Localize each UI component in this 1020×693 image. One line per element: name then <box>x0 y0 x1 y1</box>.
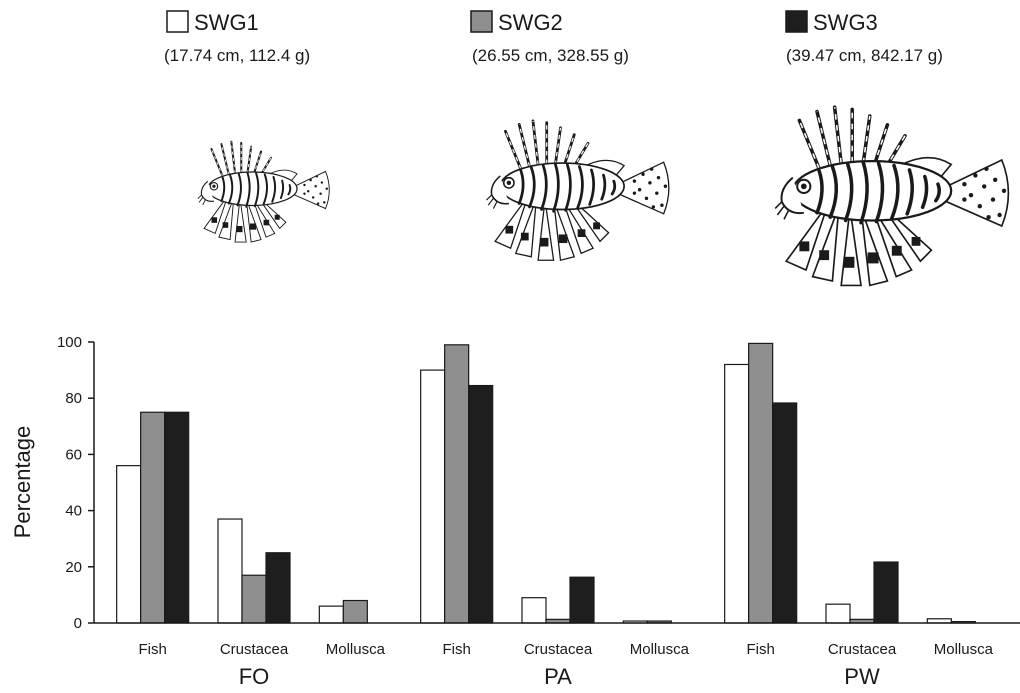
bar-pw-fish-swg1 <box>724 363 750 624</box>
x-category-label: Mollusca <box>934 641 994 658</box>
y-tick-label: 0 <box>74 615 82 632</box>
y-tick-label: 60 <box>65 446 82 463</box>
legend-item-swg3: SWG3 (39.47 cm, 842.17 g) <box>785 10 943 65</box>
bar-pw-crustacea-swg1 <box>825 603 851 624</box>
y-tick-label: 100 <box>57 334 82 351</box>
bar-pw-fish-swg3 <box>772 402 798 624</box>
x-group-label: PA <box>544 664 572 689</box>
y-axis: 0 20 40 60 80 100 <box>57 334 94 632</box>
lionfish-medium-illustration <box>485 119 671 262</box>
y-axis-title: Percentage <box>10 426 35 539</box>
bar-pw-fish-swg2 <box>748 342 774 624</box>
y-tick-label: 80 <box>65 390 82 407</box>
x-category-label: Fish <box>746 641 774 658</box>
bar-pw-crustacea-swg3 <box>873 561 899 624</box>
bar-fo-crustacea-swg2 <box>241 574 267 624</box>
bar-fo-mollusca-swg2 <box>342 599 368 624</box>
y-tick-label: 20 <box>65 559 82 576</box>
bar-pa-fish-swg3 <box>468 384 494 624</box>
x-category-label: Fish <box>442 641 470 658</box>
legend-label-swg1: SWG1 <box>194 10 259 35</box>
legend-swatch-swg2 <box>470 10 493 33</box>
bar-pa-crustacea-swg1 <box>521 597 547 624</box>
legend: SWG1 (17.74 cm, 112.4 g) SWG2 (26.55 cm,… <box>164 10 943 65</box>
chart: Percentage 0 20 40 60 80 100 Fish Crustacea FO M… <box>10 334 1020 689</box>
legend-item-swg2: SWG2 (26.55 cm, 328.55 g) <box>470 10 629 65</box>
legend-label-swg2: SWG2 <box>498 10 563 35</box>
bar-pa-fish-swg2 <box>444 344 470 624</box>
y-tick-label: 40 <box>65 503 82 520</box>
x-axis-labels: Fish Crustacea FO Mollusca Fish Crustacea PA Mo… <box>138 641 993 689</box>
lionfish-large-illustration <box>773 105 1011 288</box>
bar-fo-crustacea-swg1 <box>217 518 243 624</box>
x-group-label: PW <box>844 664 880 689</box>
bar-fo-mollusca-swg1 <box>318 605 344 624</box>
bar-fo-fish-swg3 <box>164 411 190 624</box>
bars <box>116 342 976 624</box>
legend-sub-swg1: (17.74 cm, 112.4 g) <box>164 46 310 65</box>
x-category-label: Mollusca <box>630 641 690 658</box>
x-category-label: Crustacea <box>220 641 289 658</box>
bar-fo-fish-swg2 <box>140 411 166 624</box>
x-category-label: Crustacea <box>828 641 897 658</box>
legend-sub-swg3: (39.47 cm, 842.17 g) <box>786 46 943 65</box>
lionfish-small-illustration <box>196 140 331 244</box>
bar-fo-crustacea-swg3 <box>265 552 291 624</box>
legend-sub-swg2: (26.55 cm, 328.55 g) <box>472 46 629 65</box>
legend-swatch-swg3 <box>785 10 808 33</box>
x-category-label: Crustacea <box>524 641 593 658</box>
bar-pa-fish-swg1 <box>420 369 446 624</box>
bar-pa-crustacea-swg3 <box>569 576 595 624</box>
x-category-label: Mollusca <box>326 641 386 658</box>
legend-label-swg3: SWG3 <box>813 10 878 35</box>
x-group-label: FO <box>239 664 270 689</box>
x-category-label: Fish <box>138 641 166 658</box>
bar-fo-fish-swg1 <box>116 465 142 624</box>
legend-swatch-swg1 <box>166 10 189 33</box>
legend-item-swg1: SWG1 (17.74 cm, 112.4 g) <box>164 10 310 65</box>
